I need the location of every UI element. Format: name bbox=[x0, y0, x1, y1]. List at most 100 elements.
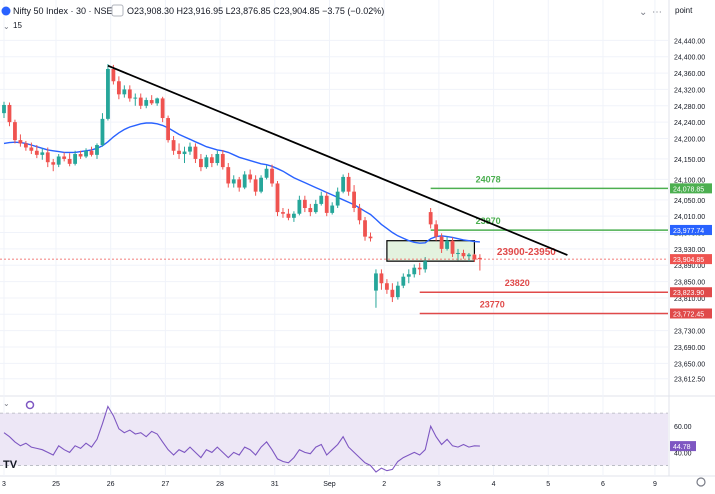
chart-controls[interactable]: ⌄ ⋯ point bbox=[639, 6, 693, 18]
x-tick-label: 5 bbox=[546, 481, 550, 488]
candle-body bbox=[199, 158, 203, 168]
trend-layer[interactable] bbox=[107, 64, 568, 256]
candle bbox=[346, 172, 351, 196]
symbol-legend[interactable]: Nifty 50 Index · 30 · NSE O23,908.30 H23… bbox=[1, 4, 385, 17]
x-tick-label: 28 bbox=[216, 481, 224, 488]
last-price-tag-bg bbox=[670, 254, 712, 265]
y-tick-label: 23,612.50 bbox=[674, 377, 705, 384]
indicator-settings-icon[interactable] bbox=[25, 400, 35, 410]
candle-body bbox=[264, 168, 269, 178]
candle bbox=[13, 119, 17, 144]
collapse-chevron-icon[interactable]: ⌄ bbox=[3, 399, 10, 408]
y-tick-label: 23,730.00 bbox=[674, 329, 705, 336]
candle-body bbox=[368, 236, 373, 239]
candle bbox=[357, 203, 362, 225]
candle bbox=[286, 208, 291, 221]
candle-body bbox=[2, 104, 6, 114]
candle-body bbox=[56, 156, 61, 165]
y-tick-label: 24,240.00 bbox=[674, 120, 705, 127]
candle bbox=[330, 202, 335, 215]
candle bbox=[390, 283, 395, 303]
level-label: 23770 bbox=[480, 299, 505, 309]
candle-body bbox=[445, 240, 449, 249]
tradingview-logo: TV bbox=[3, 459, 18, 471]
candle bbox=[270, 164, 274, 187]
chevron-down-icon[interactable]: ⌄ bbox=[639, 7, 647, 18]
candle-body bbox=[78, 154, 83, 157]
x-tick-label: 25 bbox=[52, 481, 60, 488]
candle bbox=[335, 187, 340, 208]
candle bbox=[133, 93, 138, 106]
candle bbox=[406, 269, 411, 284]
candle-body bbox=[346, 176, 351, 192]
candle-body bbox=[270, 168, 274, 184]
candle bbox=[248, 169, 253, 183]
y-tick-label: 23,890.00 bbox=[674, 263, 705, 270]
candle-body bbox=[193, 146, 198, 159]
y-tick-label: 24,400.00 bbox=[674, 55, 705, 62]
candle bbox=[188, 142, 192, 155]
indicator-legend[interactable]: ⌄ 15 bbox=[3, 21, 22, 31]
trendline bbox=[107, 64, 568, 256]
last-price-tag: 23,904.85 bbox=[673, 257, 704, 264]
candle bbox=[182, 146, 187, 164]
candle-body bbox=[177, 150, 181, 155]
candle bbox=[253, 175, 258, 196]
support-zone-box bbox=[386, 240, 476, 262]
candle bbox=[155, 97, 160, 106]
level-label: 23970 bbox=[476, 216, 501, 226]
candle-body bbox=[220, 154, 225, 168]
x-tick-label: 27 bbox=[161, 481, 169, 488]
legend-visibility-icon[interactable] bbox=[111, 4, 124, 17]
y-tick-label: 24,360.00 bbox=[674, 71, 705, 78]
candle-body bbox=[67, 158, 72, 164]
candle-body bbox=[286, 213, 291, 218]
candle-body bbox=[237, 179, 242, 188]
x-tick-label: 26 bbox=[107, 481, 115, 488]
candle bbox=[23, 140, 28, 151]
candle-body bbox=[434, 224, 439, 237]
y-tick-label: 24,010.00 bbox=[674, 214, 705, 221]
collapse-chevron-icon[interactable]: ⌄ bbox=[3, 22, 10, 31]
time-axis[interactable]: 3 25 26 27 28 31 Sep 2 3 4 5 6 9 bbox=[2, 481, 657, 488]
candle-body bbox=[385, 283, 389, 290]
rsi-controls[interactable]: ⌄ bbox=[3, 399, 35, 410]
more-options-icon[interactable]: ⋯ bbox=[652, 7, 662, 18]
x-tick-label: 3 bbox=[437, 481, 441, 488]
x-tick-label: 9 bbox=[653, 481, 657, 488]
candle-body bbox=[472, 254, 477, 260]
candle-body bbox=[171, 140, 176, 151]
candle bbox=[73, 150, 78, 166]
candle-body bbox=[45, 152, 50, 163]
candle-body bbox=[215, 154, 220, 164]
candle-body bbox=[209, 157, 214, 164]
candle-body bbox=[155, 98, 160, 104]
candle-body bbox=[467, 254, 471, 257]
candle-body bbox=[133, 97, 138, 99]
candle bbox=[324, 192, 329, 217]
y-tick-label: 23,690.00 bbox=[674, 345, 705, 352]
interval-label: 15 bbox=[13, 21, 22, 30]
candle-body bbox=[95, 145, 99, 155]
candle bbox=[215, 150, 220, 166]
candle bbox=[226, 163, 231, 188]
settings-corner[interactable] bbox=[696, 477, 706, 487]
axis-unit-label[interactable]: point bbox=[675, 6, 693, 15]
symbol-title[interactable]: Nifty 50 Index · 30 · NSE bbox=[13, 6, 113, 16]
candle bbox=[281, 208, 285, 218]
gear-icon[interactable] bbox=[696, 477, 706, 487]
candle bbox=[259, 175, 263, 194]
candle-body bbox=[253, 179, 258, 192]
candle bbox=[379, 269, 384, 290]
candle bbox=[204, 154, 209, 169]
candle-body bbox=[324, 195, 329, 213]
x-tick-label: 6 bbox=[601, 481, 605, 488]
y-tick-label: 24,050.00 bbox=[674, 198, 705, 205]
candle-body bbox=[423, 261, 428, 270]
candle-body bbox=[297, 199, 302, 214]
candle bbox=[45, 147, 50, 168]
candle-body bbox=[313, 203, 318, 213]
candle-body bbox=[62, 156, 67, 159]
candle bbox=[127, 85, 132, 102]
